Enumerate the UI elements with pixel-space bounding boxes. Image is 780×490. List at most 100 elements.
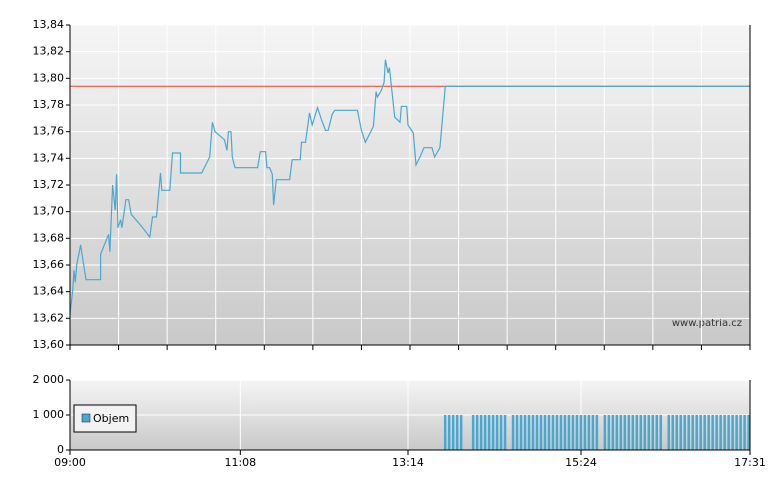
volume-bar [655, 415, 659, 450]
volume-bar [443, 415, 447, 450]
volume-bar [547, 415, 551, 450]
volume-bar [659, 415, 663, 450]
volume-bar [587, 415, 591, 450]
y-tick-label: 13,84 [33, 18, 65, 31]
volume-bar [695, 415, 698, 450]
volume-bar [591, 415, 595, 450]
volume-bar [503, 415, 507, 450]
volume-bar [567, 415, 571, 450]
y-tick-label: 13,60 [33, 338, 65, 351]
volume-bar [731, 415, 734, 450]
legend-box [73, 404, 137, 433]
volume-bar [727, 415, 730, 450]
x-tick-label: 09:00 [54, 456, 86, 469]
volume-bar [611, 415, 615, 450]
volume-bar [747, 415, 750, 450]
volume-bar [543, 415, 547, 450]
volume-bar [515, 415, 519, 450]
volume-bar [535, 415, 539, 450]
volume-bar [647, 415, 651, 450]
volume-bar [471, 415, 475, 450]
x-tick-label: 13:14 [392, 456, 424, 469]
volume-bar [719, 415, 722, 450]
price-line [69, 59, 750, 315]
volume-bar [519, 415, 523, 450]
volume-bar [483, 415, 487, 450]
y-tick-label: 13,74 [33, 151, 65, 164]
y-tick-label: 13,80 [33, 71, 65, 84]
y-tick-label: 13,70 [33, 205, 65, 218]
volume-bar [575, 415, 579, 450]
volume-bar [607, 415, 611, 450]
volume-bar [475, 415, 479, 450]
y-tick-label: 13,62 [33, 311, 65, 324]
volume-bar [739, 415, 742, 450]
volume-bar [479, 415, 483, 450]
volume-bar [555, 415, 559, 450]
y-tick-label: 13,76 [33, 125, 65, 138]
volume-bar [675, 415, 678, 450]
volume-bar [563, 415, 567, 450]
volume-bar [703, 415, 706, 450]
volume-bar [583, 415, 587, 450]
volume-bar [651, 415, 655, 450]
volume-bar [639, 415, 643, 450]
volume-bar [627, 415, 631, 450]
volume-bar [495, 415, 499, 450]
volume-bar [667, 415, 670, 450]
volume-bar [559, 415, 563, 450]
y-tick-label: 13,64 [33, 285, 65, 298]
volume-bar [455, 415, 459, 450]
volume-bar [619, 415, 623, 450]
volume-bar [691, 415, 694, 450]
volume-bar [447, 415, 451, 450]
y-tick-label: 13,82 [33, 45, 65, 58]
volume-bar [715, 415, 718, 450]
volume-bar [603, 415, 607, 450]
volume-bar [531, 415, 535, 450]
volume-bar [527, 415, 531, 450]
x-tick-label: 15:24 [565, 456, 597, 469]
volume-bar [487, 415, 491, 450]
volume-bar [643, 415, 647, 450]
volume-bar [623, 415, 627, 450]
volume-bar [499, 415, 503, 450]
legend-swatch [81, 413, 91, 423]
volume-bar [615, 415, 619, 450]
volume-bar [451, 415, 455, 450]
volume-bar [723, 415, 726, 450]
volume-bar [707, 415, 710, 450]
y-tick-label: 1 000 [33, 408, 65, 421]
y-tick-label: 13,72 [33, 178, 65, 191]
y-tick-label: 0 [57, 443, 64, 456]
volume-bar [635, 415, 639, 450]
volume-bar [699, 415, 702, 450]
volume-bar [631, 415, 635, 450]
volume-bar [459, 415, 463, 450]
volume-bar [683, 415, 686, 450]
y-tick-label: 2 000 [33, 373, 65, 386]
volume-bar [523, 415, 527, 450]
volume-bar [595, 415, 599, 450]
volume-bar [679, 415, 682, 450]
volume-bar [671, 415, 674, 450]
legend-label: Objem [93, 412, 129, 425]
y-tick-label: 13,78 [33, 98, 65, 111]
volume-bar [511, 415, 515, 450]
y-tick-label: 13,68 [33, 231, 65, 244]
volume-bar [743, 415, 746, 450]
x-tick-label: 17:31 [734, 456, 766, 469]
volume-bar [735, 415, 738, 450]
volume-bar [551, 415, 555, 450]
volume-bar [711, 415, 714, 450]
y-tick-label: 13,66 [33, 258, 65, 271]
volume-bar [687, 415, 690, 450]
volume-bar [579, 415, 583, 450]
volume-bar [491, 415, 495, 450]
volume-bar [571, 415, 575, 450]
volume-bar [539, 415, 543, 450]
watermark: www.patria.cz [672, 318, 742, 329]
x-tick-label: 11:08 [224, 456, 256, 469]
